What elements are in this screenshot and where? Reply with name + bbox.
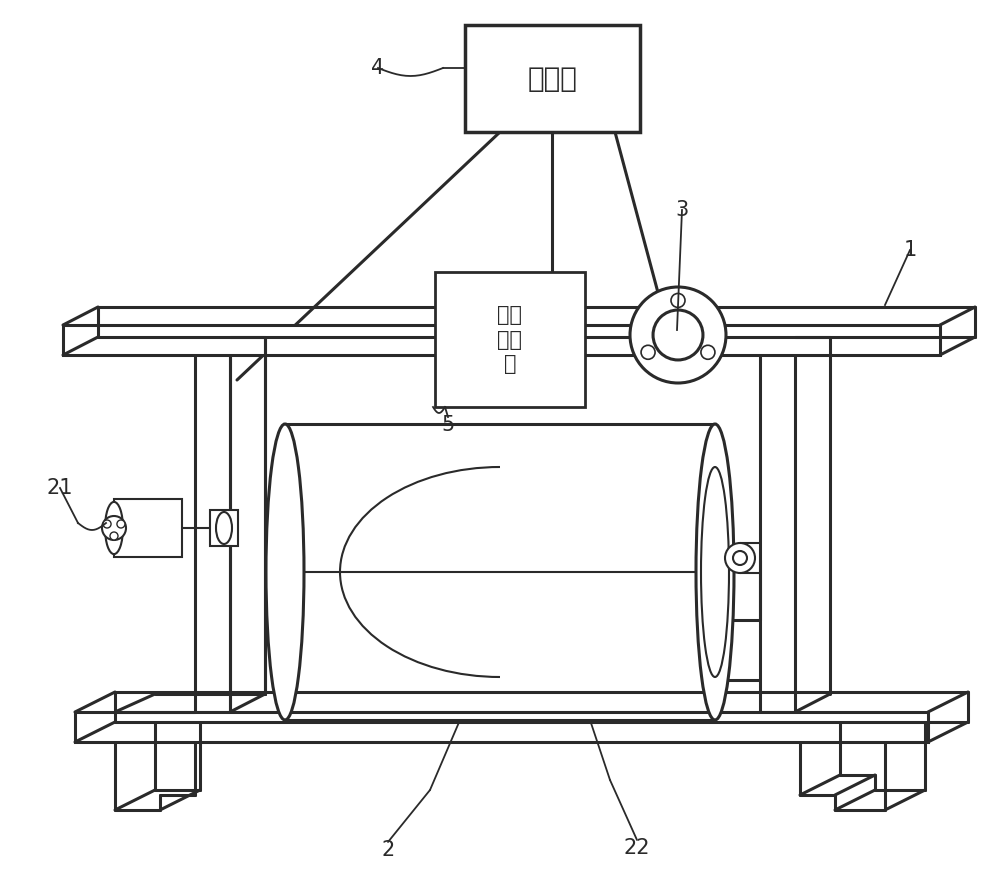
Text: 21: 21 [47,478,73,498]
Ellipse shape [266,424,304,720]
Circle shape [671,294,685,307]
Text: 处理器: 处理器 [528,65,577,92]
Bar [465,25,640,132]
Bar [435,272,585,407]
Circle shape [733,551,747,565]
Circle shape [701,345,715,359]
Circle shape [630,287,726,383]
Circle shape [117,520,125,528]
Circle shape [110,532,118,540]
Text: 厚度
传感
器: 厚度 传感 器 [498,305,522,375]
Ellipse shape [105,502,123,554]
Ellipse shape [216,512,232,544]
Ellipse shape [696,424,734,720]
Circle shape [725,543,755,573]
Bar [63,325,940,355]
Circle shape [103,520,111,528]
Text: 4: 4 [371,58,385,78]
Text: 5: 5 [441,415,455,435]
Text: 3: 3 [675,200,689,220]
Text: 1: 1 [903,240,917,260]
Bar [114,499,182,557]
Circle shape [653,310,703,360]
Bar [210,510,238,546]
Circle shape [102,516,126,540]
Text: 2: 2 [381,840,395,860]
Text: 22: 22 [624,838,650,858]
Circle shape [641,345,655,359]
Ellipse shape [701,467,729,677]
Bar [75,712,928,742]
